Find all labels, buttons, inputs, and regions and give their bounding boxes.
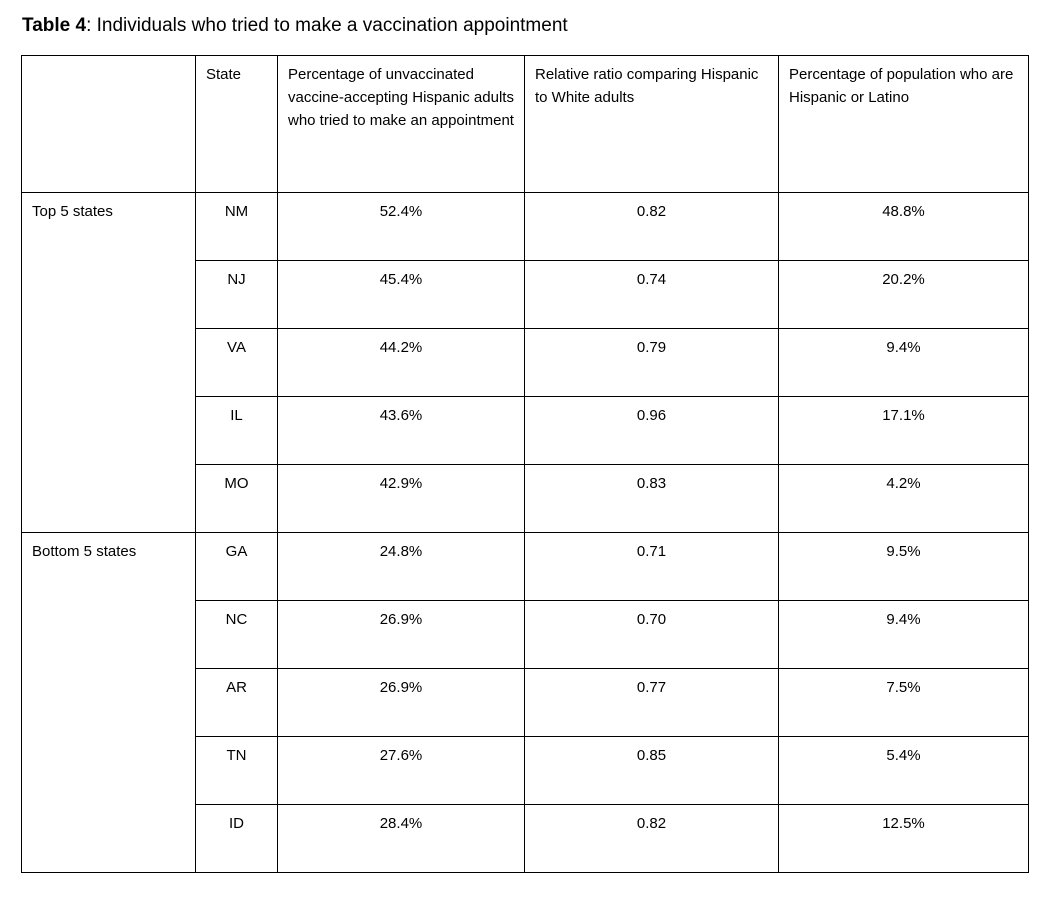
pct-pop-cell: 7.5% bbox=[778, 668, 1029, 737]
state-cell: NJ bbox=[195, 260, 278, 329]
header-cell-ratio: Relative ratio comparing Hispanic to Whi… bbox=[524, 55, 779, 193]
pct-tried-cell: 43.6% bbox=[277, 396, 525, 465]
state-cell: GA bbox=[195, 532, 278, 601]
pct-pop-cell: 17.1% bbox=[778, 396, 1029, 465]
header-cell-blank bbox=[21, 55, 196, 193]
table-row: AR 26.9% 0.77 7.5% bbox=[22, 668, 1029, 737]
vaccination-appointment-table: State Percentage of unvaccinated vaccine… bbox=[21, 55, 1029, 873]
table-row: ID 28.4% 0.82 12.5% bbox=[22, 804, 1029, 873]
ratio-cell: 0.70 bbox=[524, 600, 779, 669]
group-label-top5: Top 5 states bbox=[21, 192, 196, 533]
table-row: MO 42.9% 0.83 4.2% bbox=[22, 464, 1029, 533]
pct-tried-cell: 44.2% bbox=[277, 328, 525, 397]
pct-tried-cell: 26.9% bbox=[277, 600, 525, 669]
header-cell-pct-pop: Percentage of population who are Hispani… bbox=[778, 55, 1029, 193]
group-label-bottom5: Bottom 5 states bbox=[21, 532, 196, 873]
state-cell: NM bbox=[195, 192, 278, 261]
ratio-cell: 0.82 bbox=[524, 192, 779, 261]
table-caption-label: Table 4 bbox=[22, 15, 87, 36]
ratio-cell: 0.79 bbox=[524, 328, 779, 397]
pct-tried-cell: 24.8% bbox=[277, 532, 525, 601]
table-row: NC 26.9% 0.70 9.4% bbox=[22, 600, 1029, 669]
ratio-cell: 0.96 bbox=[524, 396, 779, 465]
ratio-cell: 0.74 bbox=[524, 260, 779, 329]
pct-pop-cell: 9.5% bbox=[778, 532, 1029, 601]
ratio-cell: 0.71 bbox=[524, 532, 779, 601]
state-cell: ID bbox=[195, 804, 278, 873]
pct-pop-cell: 5.4% bbox=[778, 736, 1029, 805]
pct-pop-cell: 9.4% bbox=[778, 328, 1029, 397]
table-row: Bottom 5 states GA 24.8% 0.71 9.5% bbox=[21, 532, 1029, 873]
pct-tried-cell: 28.4% bbox=[277, 804, 525, 873]
pct-pop-cell: 4.2% bbox=[778, 464, 1029, 533]
table-row: IL 43.6% 0.96 17.1% bbox=[22, 396, 1029, 465]
ratio-cell: 0.77 bbox=[524, 668, 779, 737]
state-cell: AR bbox=[195, 668, 278, 737]
table-row: NJ 45.4% 0.74 20.2% bbox=[22, 260, 1029, 329]
table-row: VA 44.2% 0.79 9.4% bbox=[22, 328, 1029, 397]
ratio-cell: 0.85 bbox=[524, 736, 779, 805]
table-row: TN 27.6% 0.85 5.4% bbox=[22, 736, 1029, 805]
state-cell: MO bbox=[195, 464, 278, 533]
pct-pop-cell: 20.2% bbox=[778, 260, 1029, 329]
pct-pop-cell: 48.8% bbox=[778, 192, 1029, 261]
pct-pop-cell: 12.5% bbox=[778, 804, 1029, 873]
pct-tried-cell: 42.9% bbox=[277, 464, 525, 533]
pct-tried-cell: 52.4% bbox=[277, 192, 525, 261]
header-cell-pct-tried: Percentage of unvaccinated vaccine-accep… bbox=[277, 55, 525, 193]
state-cell: TN bbox=[195, 736, 278, 805]
table-caption: Table 4: Individuals who tried to make a… bbox=[0, 0, 1064, 38]
state-cell: NC bbox=[195, 600, 278, 669]
pct-pop-cell: 9.4% bbox=[778, 600, 1029, 669]
state-cell: IL bbox=[195, 396, 278, 465]
ratio-cell: 0.82 bbox=[524, 804, 779, 873]
table-caption-text: : Individuals who tried to make a vaccin… bbox=[86, 15, 568, 36]
table-row: Top 5 states NM 52.4% 0.82 48.8% bbox=[21, 192, 1029, 533]
pct-tried-cell: 45.4% bbox=[277, 260, 525, 329]
ratio-cell: 0.83 bbox=[524, 464, 779, 533]
pct-tried-cell: 27.6% bbox=[277, 736, 525, 805]
header-cell-state: State bbox=[195, 55, 278, 193]
pct-tried-cell: 26.9% bbox=[277, 668, 525, 737]
header-row: State Percentage of unvaccinated vaccine… bbox=[21, 55, 1029, 193]
state-cell: VA bbox=[195, 328, 278, 397]
